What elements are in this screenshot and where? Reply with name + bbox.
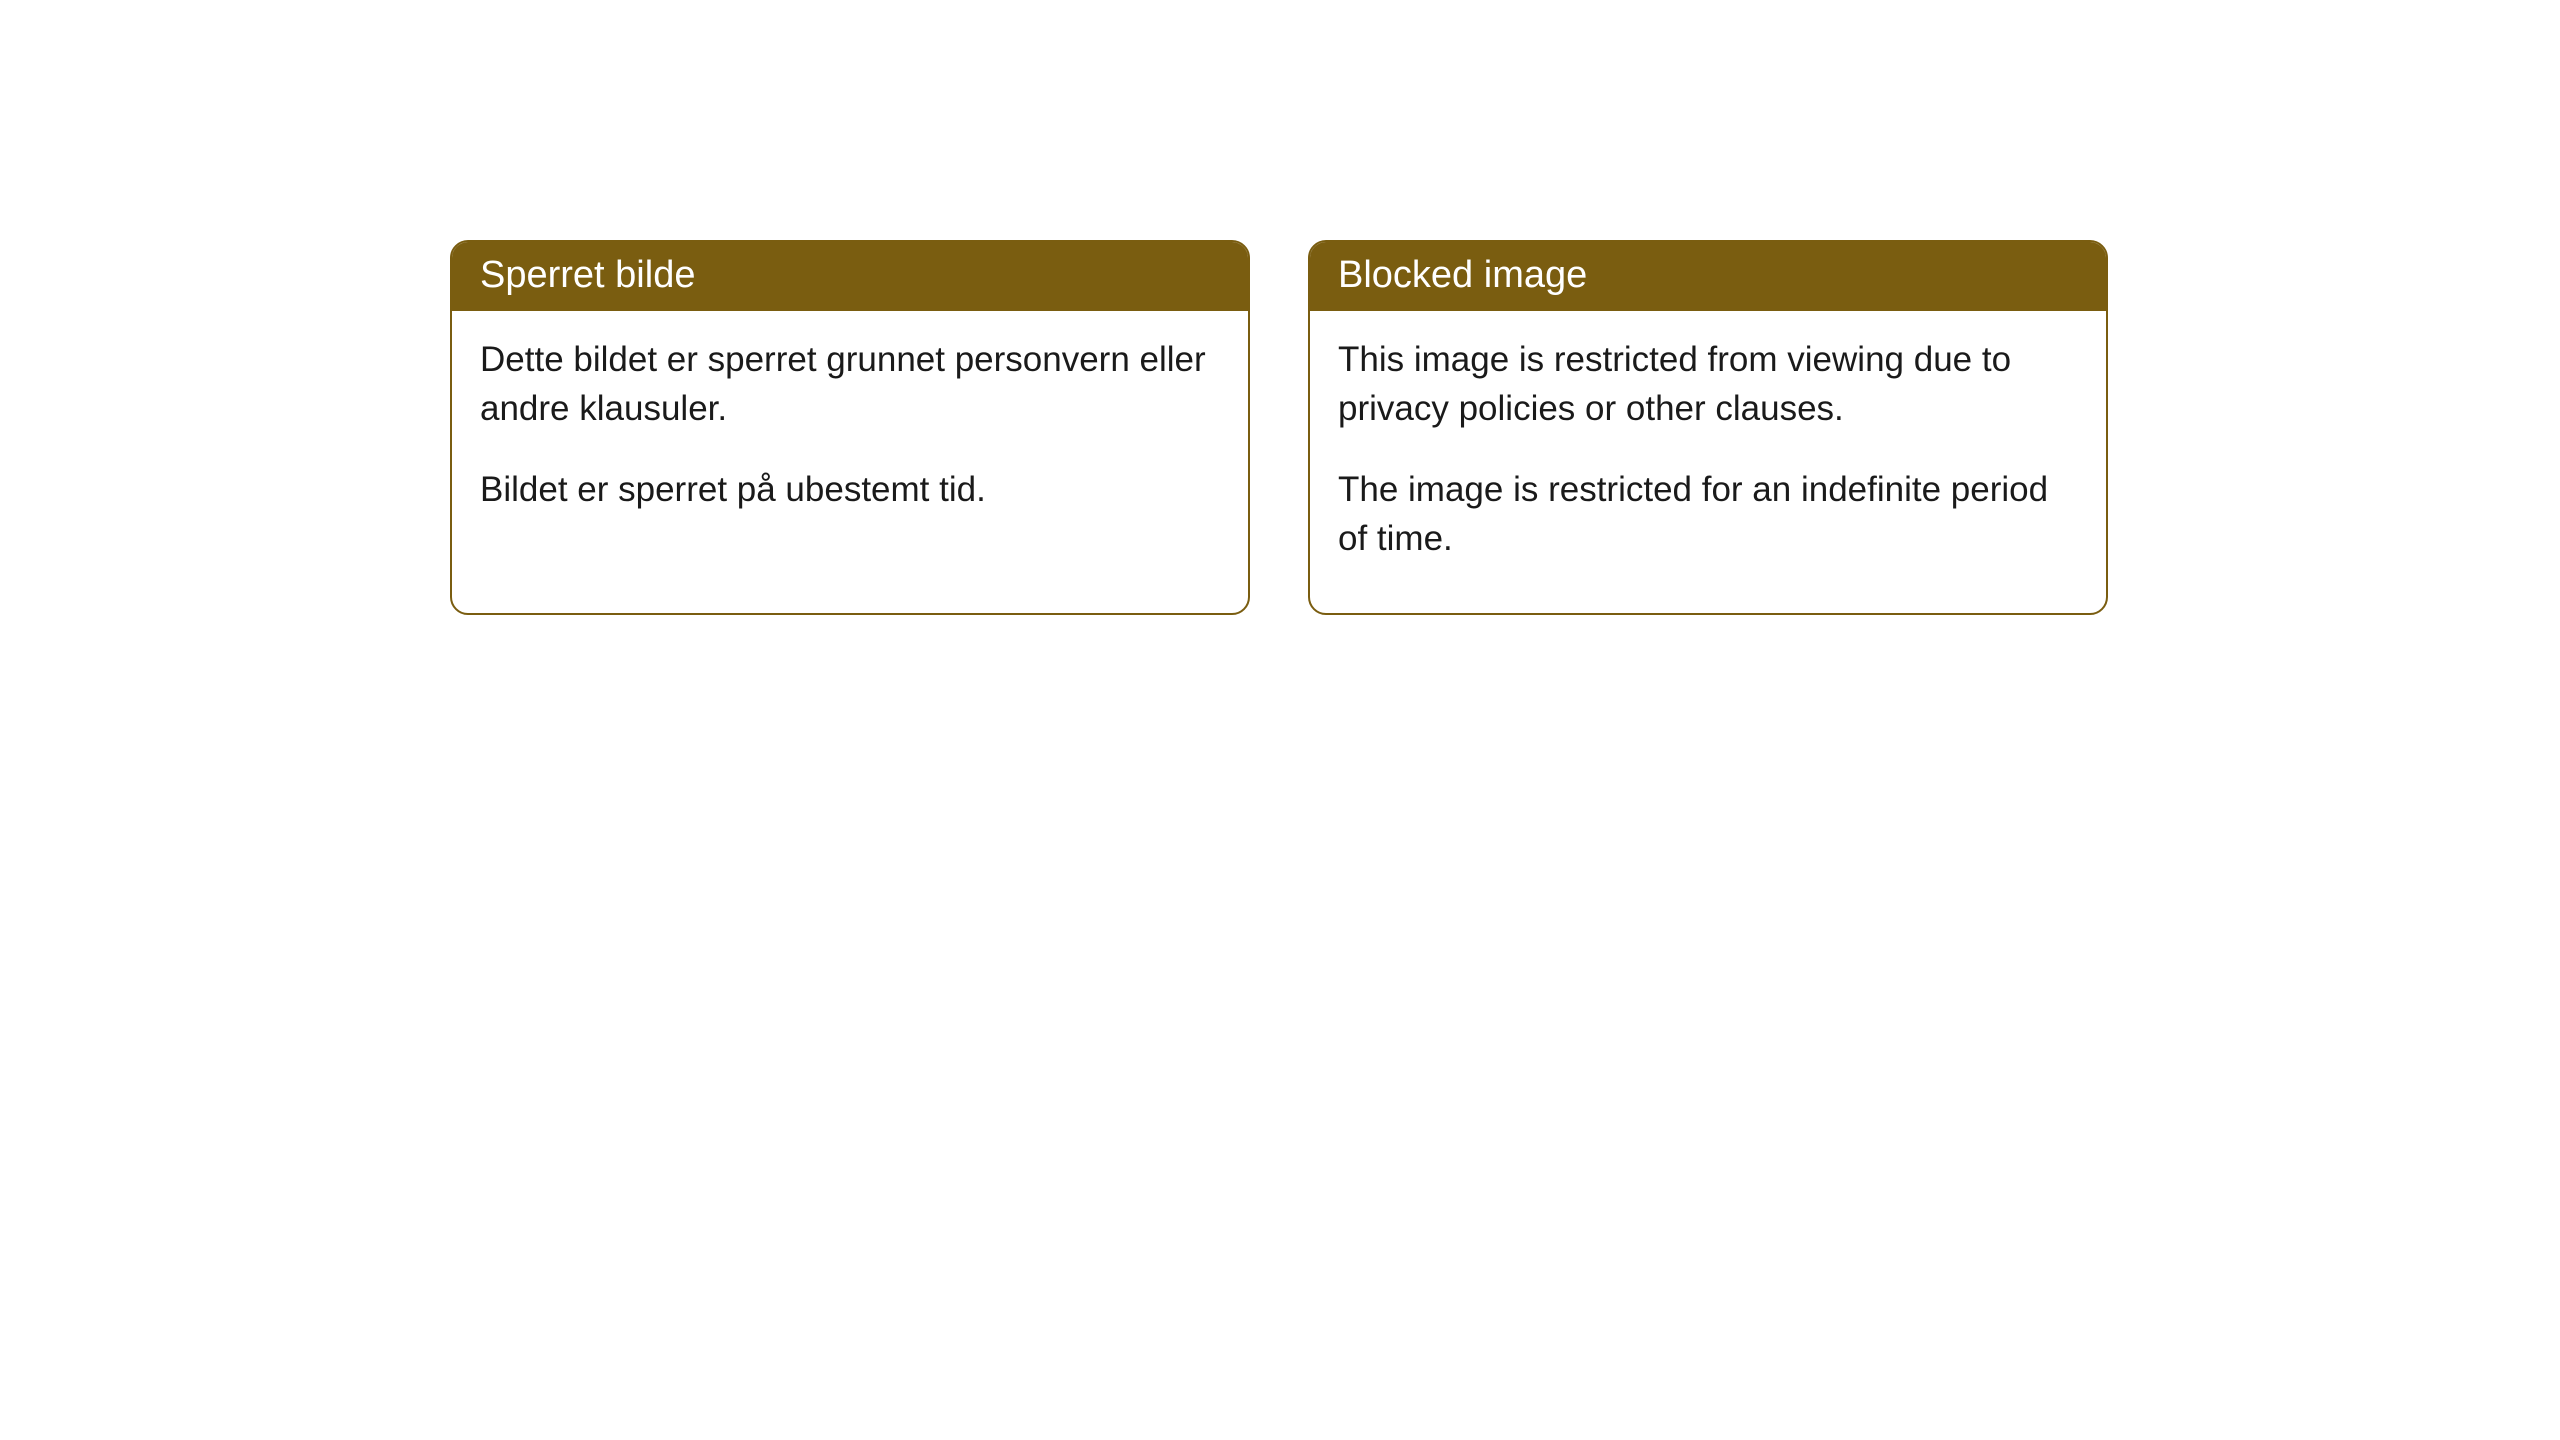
card-paragraph-en-2: The image is restricted for an indefinit…: [1338, 465, 2078, 563]
card-paragraph-no-1: Dette bildet er sperret grunnet personve…: [480, 335, 1220, 433]
card-title-no: Sperret bilde: [480, 254, 695, 296]
card-header-en: Blocked image: [1310, 242, 2106, 311]
card-paragraph-no-2: Bildet er sperret på ubestemt tid.: [480, 465, 1220, 514]
card-paragraph-en-1: This image is restricted from viewing du…: [1338, 335, 2078, 433]
cards-container: Sperret bilde Dette bildet er sperret gr…: [450, 240, 2108, 615]
card-header-no: Sperret bilde: [452, 242, 1248, 311]
card-title-en: Blocked image: [1338, 254, 1587, 296]
blocked-image-card-en: Blocked image This image is restricted f…: [1308, 240, 2108, 615]
card-body-no: Dette bildet er sperret grunnet personve…: [452, 311, 1248, 564]
blocked-image-card-no: Sperret bilde Dette bildet er sperret gr…: [450, 240, 1250, 615]
card-body-en: This image is restricted from viewing du…: [1310, 311, 2106, 613]
